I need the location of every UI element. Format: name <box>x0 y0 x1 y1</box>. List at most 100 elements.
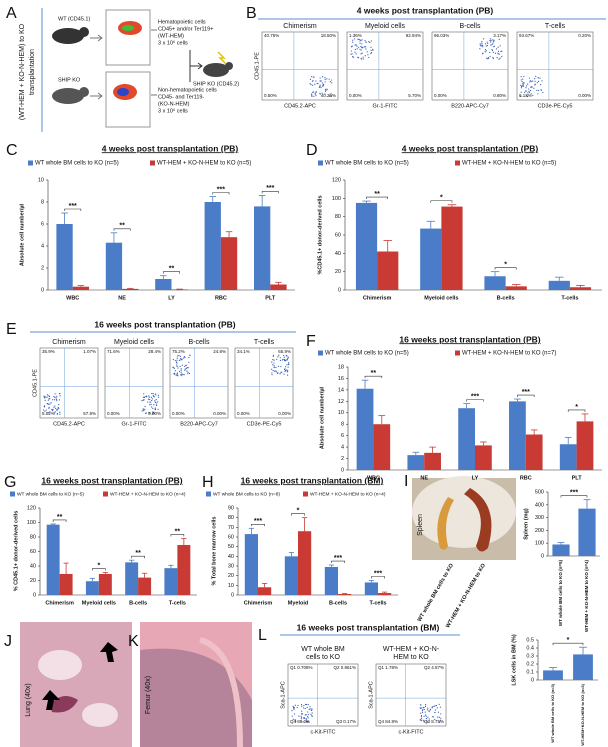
plot-name: Myeloid cells <box>114 339 155 346</box>
histology-texture <box>199 637 243 747</box>
event-dot <box>359 48 361 50</box>
event-dot <box>150 403 152 405</box>
event-dot <box>151 406 153 408</box>
quadrant-label: 34.1% <box>237 349 250 354</box>
bar <box>59 573 73 595</box>
event-dot <box>181 358 183 360</box>
event-dot <box>293 707 295 709</box>
bar <box>98 573 112 595</box>
donor-label: WT (CD45.1) <box>58 16 90 22</box>
event-dot <box>350 53 352 55</box>
y-axis-label: CD45.1-PE <box>254 52 260 80</box>
event-dot <box>491 49 494 51</box>
event-dot <box>272 364 274 366</box>
y-tick-label: 60 <box>228 534 234 540</box>
quadrant-label: 0.20% <box>578 33 591 38</box>
event-dot <box>311 708 313 710</box>
bar <box>258 587 272 595</box>
significance-label: ** <box>169 266 175 273</box>
plot-name: Myeloid cells <box>365 23 406 30</box>
y-axis-label: Sca-1-APC <box>280 681 286 709</box>
x-axis-label: CD45.2-APC <box>53 421 85 427</box>
event-dot <box>141 410 143 412</box>
event-dot <box>58 399 61 401</box>
event-dot <box>178 370 181 373</box>
significance-bracket <box>251 524 265 527</box>
bar <box>298 531 312 595</box>
y-tick-label: 6 <box>41 221 44 227</box>
event-dot <box>483 38 485 40</box>
event-dot <box>175 361 177 363</box>
arrow <box>151 29 157 96</box>
y-tick-label: 80 <box>30 534 36 540</box>
event-dot <box>291 715 293 717</box>
event-dot <box>360 49 362 51</box>
x-tick-label: LY <box>472 475 479 481</box>
y-tick-label: 0 <box>33 592 36 598</box>
event-dot <box>522 78 524 80</box>
event-dot <box>492 57 494 60</box>
side-label: transplantation <box>29 49 36 95</box>
event-dot <box>304 707 306 710</box>
legend-swatch <box>455 160 460 166</box>
significance-label: * <box>98 562 101 569</box>
event-dot <box>271 374 273 376</box>
event-dot <box>180 369 182 371</box>
bar <box>569 287 592 290</box>
event-dot <box>479 44 481 46</box>
event-dot <box>59 411 61 413</box>
event-dot <box>54 399 56 401</box>
event-dot <box>176 372 179 374</box>
event-dot <box>142 409 144 411</box>
quadrant-label: 24.8% <box>213 349 226 354</box>
event-dot <box>365 41 367 43</box>
event-dot <box>48 407 50 409</box>
event-dot <box>324 93 326 95</box>
flow-plot <box>375 663 447 727</box>
event-dot <box>496 57 498 59</box>
event-dot <box>319 85 321 87</box>
event-dot <box>313 95 315 97</box>
event-dot <box>48 398 50 400</box>
event-dot <box>419 704 421 706</box>
event-dot <box>155 401 157 403</box>
event-dot <box>501 50 503 52</box>
event-dot <box>154 400 156 402</box>
bar <box>244 534 258 595</box>
event-dot <box>420 707 422 710</box>
quadrant-label: 18.50% <box>321 33 336 38</box>
bar <box>424 452 441 470</box>
significance-bracket <box>366 196 389 200</box>
significance-label: *** <box>334 555 342 562</box>
mouse-icon <box>52 88 84 104</box>
event-dot <box>529 89 532 92</box>
quadrant-label: 35.9% <box>42 349 55 354</box>
event-dot <box>184 356 186 359</box>
significance-bracket <box>517 394 535 398</box>
y-axis-label: Absolute cell number/µl <box>19 203 25 266</box>
x-tick-label: T-cells <box>169 600 186 606</box>
y-tick-label: 4 <box>41 243 44 249</box>
y-tick-label: 300 <box>535 515 544 521</box>
event-dot <box>59 395 61 397</box>
nonhem-text: 3 x 10⁶ cells <box>158 107 188 114</box>
x-axis-label: B220-APC-Cy7 <box>180 421 218 427</box>
arrow <box>90 92 103 100</box>
event-dot <box>148 395 150 397</box>
event-dot <box>178 354 180 356</box>
event-dot <box>311 93 313 95</box>
y-tick-label: 10 <box>228 583 234 589</box>
event-dot <box>526 95 529 98</box>
event-dot <box>53 395 55 398</box>
y-tick-label: 120 <box>27 505 36 511</box>
irradiation-icon <box>217 51 227 65</box>
legend-swatch <box>303 491 308 497</box>
event-dot <box>52 408 54 410</box>
panel-letter: I <box>404 473 408 490</box>
event-dot <box>428 718 430 720</box>
event-dot <box>273 366 275 369</box>
event-dot <box>303 717 306 719</box>
event-dot <box>498 53 500 55</box>
event-dot <box>148 396 150 398</box>
bar <box>364 582 378 595</box>
